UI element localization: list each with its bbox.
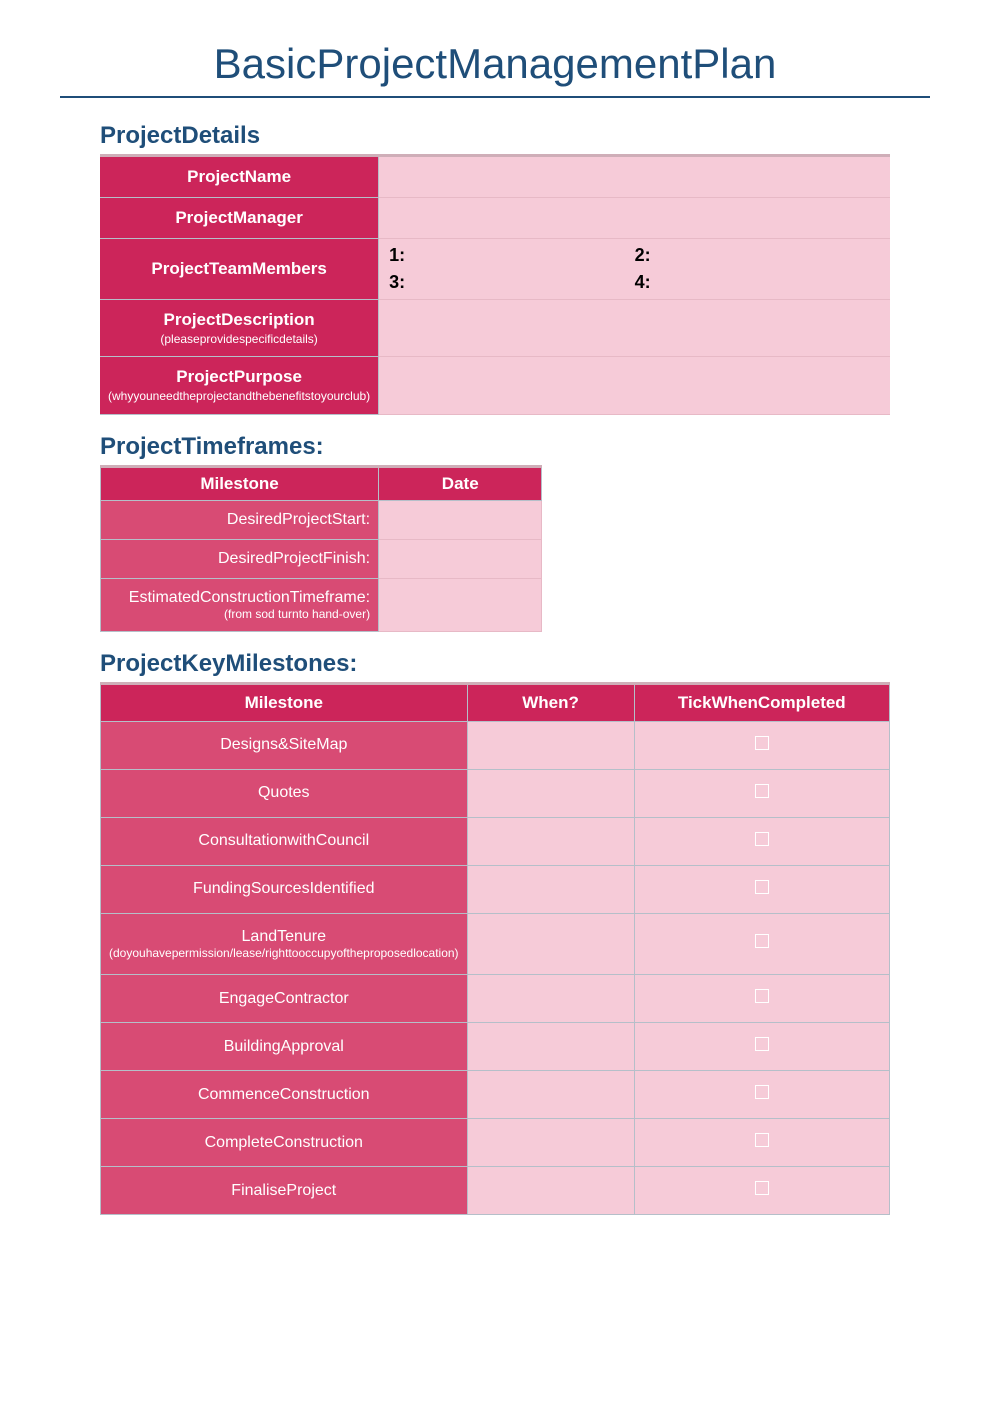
project-details-table: ProjectName ProjectManager ProjectTeamMe… (100, 154, 890, 415)
milestone-row: CommenceConstruction (101, 1071, 890, 1119)
label-project-manager: ProjectManager (100, 198, 379, 239)
milestone-label: EngageContractor (101, 975, 468, 1023)
section-heading-milestones: ProjectKeyMilestones: (100, 650, 890, 678)
ms-col-milestone: Milestone (101, 683, 468, 721)
milestone-sublabel: (doyouhavepermission/lease/righttooccupy… (109, 946, 459, 960)
milestone-row: EngageContractor (101, 975, 890, 1023)
milestone-checkbox[interactable] (755, 989, 769, 1003)
label-project-description-text: ProjectDescription (164, 310, 315, 329)
sublabel-project-purpose: (whyyouneedtheprojectandthebenefitstoyou… (108, 389, 370, 403)
timeframes-table: Milestone Date DesiredProjectStart: Desi… (100, 465, 542, 632)
milestone-label-text: CommenceConstruction (198, 1086, 370, 1103)
milestone-check-cell (634, 1119, 889, 1167)
label-project-name: ProjectName (100, 156, 379, 198)
milestone-when[interactable] (467, 769, 634, 817)
milestone-check-cell (634, 1071, 889, 1119)
milestone-check-cell (634, 913, 889, 974)
milestone-label-text: BuildingApproval (224, 1038, 344, 1055)
label-project-purpose-text: ProjectPurpose (176, 367, 302, 386)
label-team-members: ProjectTeamMembers (100, 239, 379, 300)
milestone-label-text: EngageContractor (219, 990, 349, 1007)
label-project-purpose: ProjectPurpose (whyyouneedtheprojectandt… (100, 357, 379, 414)
milestone-row: LandTenure(doyouhavepermission/lease/rig… (101, 913, 890, 974)
milestone-check-cell (634, 1167, 889, 1215)
value-project-manager[interactable] (379, 198, 890, 239)
value-project-name[interactable] (379, 156, 890, 198)
tf-col-date: Date (379, 466, 542, 500)
milestone-label-text: Quotes (258, 784, 310, 801)
milestone-label: LandTenure(doyouhavepermission/lease/rig… (101, 913, 468, 974)
value-project-purpose[interactable] (379, 357, 890, 414)
milestone-checkbox[interactable] (755, 880, 769, 894)
ms-col-when: When? (467, 683, 634, 721)
section-heading-details: ProjectDetails (100, 122, 890, 150)
tf-label-construction: EstimatedConstructionTimeframe: (from so… (101, 578, 379, 631)
milestone-label-text: FinaliseProject (231, 1182, 336, 1199)
milestone-checkbox[interactable] (755, 934, 769, 948)
milestone-when[interactable] (467, 1023, 634, 1071)
value-team-members[interactable]: 1: 2: 3: 4: (379, 239, 890, 300)
milestone-checkbox[interactable] (755, 1181, 769, 1195)
milestone-label: Quotes (101, 769, 468, 817)
milestone-when[interactable] (467, 721, 634, 769)
sublabel-project-description: (pleaseprovidespecificdetails) (108, 332, 370, 346)
milestone-checkbox[interactable] (755, 832, 769, 846)
milestone-row: Quotes (101, 769, 890, 817)
milestone-checkbox[interactable] (755, 1037, 769, 1051)
page-title: BasicProjectManagementPlan (60, 40, 930, 98)
milestone-when[interactable] (467, 865, 634, 913)
milestone-label: FinaliseProject (101, 1167, 468, 1215)
milestone-label-text: ConsultationwithCouncil (198, 832, 369, 849)
tf-val-start[interactable] (379, 500, 542, 539)
milestone-check-cell (634, 975, 889, 1023)
tf-col-milestone: Milestone (101, 466, 379, 500)
tf-label-construction-text: EstimatedConstructionTimeframe: (129, 589, 370, 606)
milestone-label-text: CompleteConstruction (205, 1134, 363, 1151)
milestone-check-cell (634, 769, 889, 817)
milestone-row: FundingSourcesIdentified (101, 865, 890, 913)
tf-sub-construction: (from sod turnto hand-over) (109, 607, 370, 621)
milestone-label: ConsultationwithCouncil (101, 817, 468, 865)
milestone-row: Designs&SiteMap (101, 721, 890, 769)
milestone-checkbox[interactable] (755, 784, 769, 798)
tf-label-start: DesiredProjectStart: (101, 500, 379, 539)
milestone-label: Designs&SiteMap (101, 721, 468, 769)
team-member-1: 1: (389, 245, 634, 266)
milestone-checkbox[interactable] (755, 1085, 769, 1099)
milestones-table: Milestone When? TickWhenCompleted Design… (100, 682, 890, 1215)
milestone-row: BuildingApproval (101, 1023, 890, 1071)
milestone-check-cell (634, 817, 889, 865)
milestone-row: CompleteConstruction (101, 1119, 890, 1167)
tf-val-finish[interactable] (379, 539, 542, 578)
milestone-row: FinaliseProject (101, 1167, 890, 1215)
milestone-label-text: LandTenure (242, 928, 327, 945)
section-heading-timeframes: ProjectTimeframes: (100, 433, 890, 461)
milestone-when[interactable] (467, 1119, 634, 1167)
label-project-description: ProjectDescription (pleaseprovidespecifi… (100, 300, 379, 357)
milestone-check-cell (634, 1023, 889, 1071)
ms-col-tick: TickWhenCompleted (634, 683, 889, 721)
milestone-when[interactable] (467, 1071, 634, 1119)
milestone-label: CompleteConstruction (101, 1119, 468, 1167)
milestone-row: ConsultationwithCouncil (101, 817, 890, 865)
milestone-label-text: Designs&SiteMap (220, 736, 347, 753)
milestone-label: BuildingApproval (101, 1023, 468, 1071)
milestone-check-cell (634, 865, 889, 913)
team-member-3: 3: (389, 272, 634, 293)
tf-label-finish: DesiredProjectFinish: (101, 539, 379, 578)
milestone-check-cell (634, 721, 889, 769)
team-member-4: 4: (635, 272, 880, 293)
value-project-description[interactable] (379, 300, 890, 357)
milestone-when[interactable] (467, 975, 634, 1023)
team-member-2: 2: (635, 245, 880, 266)
milestone-when[interactable] (467, 913, 634, 974)
milestone-label: FundingSourcesIdentified (101, 865, 468, 913)
milestone-when[interactable] (467, 817, 634, 865)
milestone-checkbox[interactable] (755, 1133, 769, 1147)
tf-val-construction[interactable] (379, 578, 542, 631)
milestone-when[interactable] (467, 1167, 634, 1215)
milestone-label-text: FundingSourcesIdentified (193, 880, 374, 897)
milestone-label: CommenceConstruction (101, 1071, 468, 1119)
milestone-checkbox[interactable] (755, 736, 769, 750)
